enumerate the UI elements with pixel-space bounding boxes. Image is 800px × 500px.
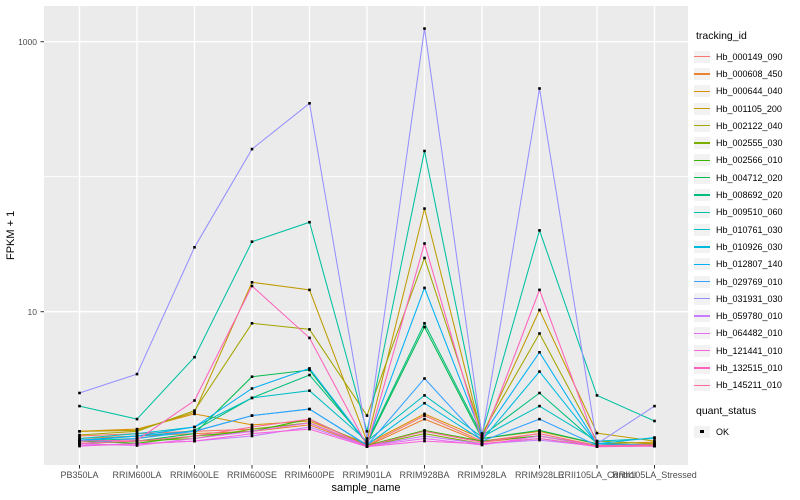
legend-item-Hb_008692_020: Hb_008692_020: [694, 186, 800, 203]
legend-label: Hb_002566_010: [716, 155, 783, 166]
series-points-Hb_009510_060: [78, 149, 656, 435]
line-swatch-icon: [694, 292, 710, 305]
line-swatch-icon: [694, 361, 710, 374]
line-swatch-icon: [694, 206, 710, 219]
legend-label: Hb_000608_450: [716, 68, 783, 79]
legend-item-Hb_145211_010: Hb_145211_010: [694, 377, 800, 394]
legend-label: Hb_009510_060: [716, 207, 783, 218]
line-swatch-icon: [694, 327, 710, 340]
legend-title-tracking-id: tracking_id: [696, 30, 747, 42]
legend-label: Hb_132515_010: [716, 362, 783, 373]
series-points-Hb_145211_010: [78, 417, 656, 448]
line-swatch-icon: [694, 379, 710, 392]
legend-item-Hb_059780_010: Hb_059780_010: [694, 307, 800, 324]
legend-label: Hb_031931_030: [716, 293, 783, 304]
legend-item-Hb_121441_010: Hb_121441_010: [694, 342, 800, 359]
line-swatch-icon: [694, 310, 710, 323]
legend-label: Hb_029769_010: [716, 276, 783, 287]
line-swatch-icon: [694, 240, 710, 253]
legend-item-Hb_010761_030: Hb_010761_030: [694, 221, 800, 238]
legend-label: Hb_000149_090: [716, 51, 783, 62]
legend-label: Hb_059780_010: [716, 311, 783, 322]
legend-item-Hb_000644_040: Hb_000644_040: [694, 83, 800, 100]
legend-item-ok: OK: [694, 423, 800, 440]
legend-label: Hb_008692_020: [716, 190, 783, 201]
legend-label: Hb_000644_040: [716, 86, 783, 97]
legend-item-Hb_010926_030: Hb_010926_030: [694, 238, 800, 255]
legend-item-Hb_009510_060: Hb_009510_060: [694, 204, 800, 221]
legend-item-Hb_064482_010: Hb_064482_010: [694, 325, 800, 342]
legend-label: Hb_001105_200: [716, 103, 782, 114]
legend-label: Hb_064482_010: [716, 328, 783, 339]
plot-background: [44, 6, 688, 465]
legend-item-Hb_031931_030: Hb_031931_030: [694, 290, 800, 307]
legend-item-list: Hb_000149_090 Hb_000608_450 Hb_000644_040 H…: [694, 48, 800, 394]
line-swatch-icon: [694, 102, 710, 115]
legend-item-Hb_002555_030: Hb_002555_030: [694, 134, 800, 151]
legend-label: Hb_004712_020: [716, 172, 783, 183]
line-swatch-icon: [694, 223, 710, 236]
legend-item-Hb_002122_040: Hb_002122_040: [694, 117, 800, 134]
legend-title-quant-status: quant_status: [696, 404, 757, 417]
legend-label: Hb_145211_010: [716, 380, 782, 391]
legend-item-Hb_000149_090: Hb_000149_090: [694, 48, 800, 65]
y-axis-title: FPKM + 1: [5, 210, 17, 261]
line-swatch-icon: [694, 50, 710, 63]
legend-label: Hb_010761_030: [716, 224, 783, 235]
legend-label: Hb_002122_040: [716, 120, 783, 131]
legend-item-Hb_012807_140: Hb_012807_140: [694, 256, 800, 273]
legend-item-Hb_002566_010: Hb_002566_010: [694, 152, 800, 169]
axis-tick-marks: [40, 41, 655, 469]
legend: tracking_id Hb_000149_090 Hb_000608_450 Hb…: [694, 30, 800, 440]
legend-item-Hb_029769_010: Hb_029769_010: [694, 273, 800, 290]
legend-label: Hb_121441_010: [716, 345, 783, 356]
line-swatch-icon: [694, 258, 710, 271]
legend-item-Hb_000608_450: Hb_000608_450: [694, 65, 800, 82]
legend-label-ok: OK: [716, 426, 730, 437]
line-swatch-icon: [694, 171, 710, 184]
line-swatch-icon: [694, 189, 710, 202]
series-points-Hb_031931_030: [78, 27, 656, 446]
legend-label: Hb_002555_030: [716, 138, 783, 149]
legend-label: Hb_012807_140: [716, 259, 783, 270]
line-swatch-icon: [694, 344, 710, 357]
line-swatch-icon: [694, 67, 710, 80]
legend-item-Hb_001105_200: Hb_001105_200: [694, 100, 800, 117]
x-axis-title: sample_name: [331, 482, 401, 494]
line-swatch-icon: [694, 154, 710, 167]
line-swatch-icon: [694, 137, 710, 150]
legend-label: Hb_010926_030: [716, 241, 783, 252]
legend-item-Hb_004712_020: Hb_004712_020: [694, 169, 800, 186]
ok-point-icon: [694, 425, 710, 438]
line-swatch-icon: [694, 85, 710, 98]
line-swatch-icon: [694, 275, 710, 288]
legend-item-Hb_132515_010: Hb_132515_010: [694, 359, 800, 376]
line-swatch-icon: [694, 119, 710, 132]
